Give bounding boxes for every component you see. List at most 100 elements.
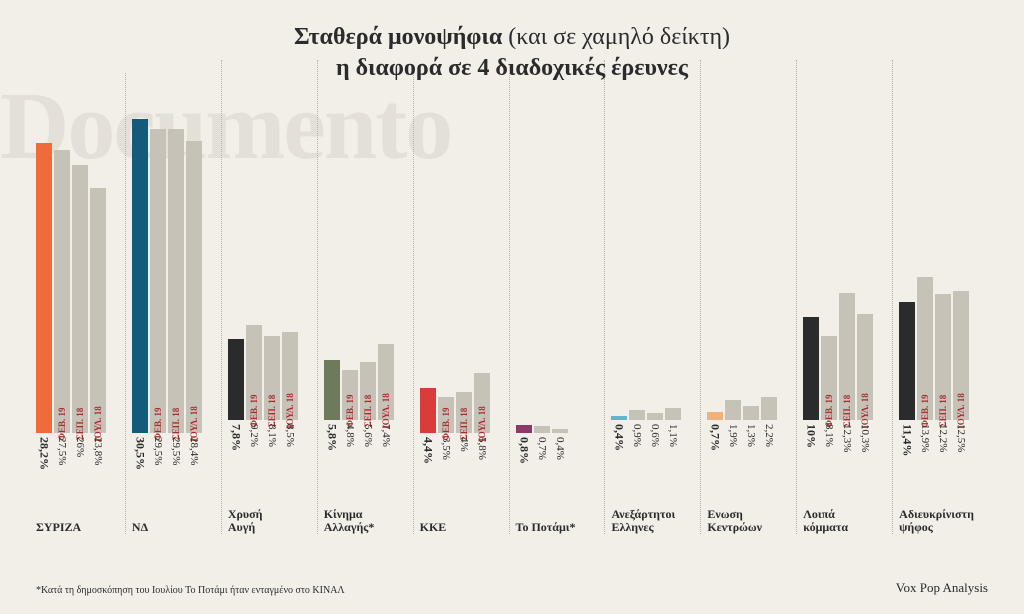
value-label: 12,5%	[953, 424, 969, 464]
bar-secondary: ΣΕΠ. 18	[839, 293, 855, 420]
bar-secondary: ΙΟΥΛ. 18	[378, 344, 394, 420]
party-group: ΦΕΒ. 19ΣΕΠ. 18ΙΟΥΛ. 1830,5%29,5%29,5%28,…	[125, 73, 221, 534]
value-label: 9,2%	[246, 424, 262, 464]
value-label: 1,9%	[725, 424, 741, 464]
value-label: 30,5%	[132, 437, 148, 477]
value-labels-row: 10%8,1%12,3%10,3%	[803, 424, 873, 464]
party-name: ΚΚΕ	[420, 521, 447, 534]
value-label: 8,1%	[264, 424, 280, 464]
bar-secondary: ΣΕΠ. 18	[72, 165, 88, 432]
value-label: 2,2%	[761, 424, 777, 464]
value-label: 1,3%	[743, 424, 759, 464]
bars-container	[611, 60, 681, 420]
value-label: 0,4%	[611, 424, 627, 464]
bars-container: ΦΕΒ. 19ΣΕΠ. 18ΙΟΥΛ. 18	[36, 73, 106, 433]
party-group: 0,7%1,9%1,3%2,2% Ενωση Κεντρώων	[700, 60, 796, 534]
value-label: 0,4%	[552, 437, 568, 477]
value-labels-row: 28,2%27,5%26%23,8%	[36, 437, 106, 477]
bar-primary	[899, 302, 915, 419]
value-label: 0,7%	[534, 437, 550, 477]
value-label: 23,8%	[90, 437, 106, 477]
bar-secondary: ΦΕΒ. 19	[150, 129, 166, 432]
bar-period-label: ΦΕΒ. 19	[824, 394, 834, 427]
footnote: *Κατά τη δημοσκόπηση του Ιουλίου Το Ποτά…	[36, 585, 345, 596]
party-name: ΣΥΡΙΖΑ	[36, 521, 81, 534]
bar-period-label: ΦΕΒ. 19	[441, 407, 451, 440]
party-group: 0,4%0,9%0,6%1,1%Ανεξάρτητοι Ελληνες	[604, 60, 700, 534]
value-label: 12,3%	[839, 424, 855, 464]
party-group: ΦΕΒ. 19ΣΕΠ. 18ΙΟΥΛ. 184,4%3,5%4%5,8%ΚΚΕ	[413, 73, 509, 534]
bar-secondary: ΦΕΒ. 19	[342, 370, 358, 419]
bar-secondary: ΙΟΥΛ. 18	[186, 141, 202, 433]
bar-secondary: ΙΟΥΛ. 18	[474, 373, 490, 433]
value-label: 29,5%	[150, 437, 166, 477]
value-label: 5,8%	[324, 424, 340, 464]
bar-period-label: ΣΕΠ. 18	[75, 408, 85, 440]
bar-secondary: ΣΕΠ. 18	[360, 362, 376, 420]
bar-secondary	[534, 426, 550, 433]
title-line2: η διαφορά σε 4 διαδοχικές έρευνες	[0, 55, 1024, 82]
value-labels-row: 30,5%29,5%29,5%28,4%	[132, 437, 202, 477]
bar-secondary: ΙΟΥΛ. 18	[90, 188, 106, 433]
bar-primary	[228, 339, 244, 419]
bar-period-label: ΣΕΠ. 18	[171, 408, 181, 440]
party-group: ΦΕΒ. 19ΣΕΠ. 18ΙΟΥΛ. 187,8%9,2%8,1%8,5%Χρ…	[221, 60, 317, 534]
party-name: Κίνημα Αλλαγής*	[324, 508, 375, 534]
bar-secondary	[552, 429, 568, 433]
bar-secondary: ΙΟΥΛ. 18	[282, 332, 298, 419]
bars-container: ΦΕΒ. 19ΣΕΠ. 18ΙΟΥΛ. 18	[420, 73, 490, 433]
bar-primary	[611, 416, 627, 420]
value-label: 11,4%	[899, 424, 915, 464]
bar-period-label: ΦΕΒ. 19	[920, 394, 930, 427]
party-group: 0,8%0,7%0,4% Το Ποτάμι*	[509, 73, 605, 534]
bar-primary	[420, 388, 436, 433]
bar-period-label: ΦΕΒ. 19	[57, 407, 67, 440]
bar-primary	[803, 317, 819, 420]
party-name: Το Ποτάμι*	[516, 521, 576, 534]
bar-primary	[516, 425, 532, 433]
party-name: Ενωση Κεντρώων	[707, 508, 762, 534]
bar-secondary: ΣΕΠ. 18	[168, 129, 184, 432]
bars-container: ΦΕΒ. 19ΣΕΠ. 18ΙΟΥΛ. 18	[803, 60, 873, 420]
value-label: 10,3%	[857, 424, 873, 464]
value-label: 28,4%	[186, 437, 202, 477]
bar-secondary: ΣΕΠ. 18	[935, 294, 951, 419]
value-labels-row: 0,7%1,9%1,3%2,2%	[707, 424, 777, 464]
bar-primary	[707, 412, 723, 419]
bar-period-label: ΦΕΒ. 19	[249, 394, 259, 427]
value-label: 3,5%	[438, 437, 454, 477]
bar-secondary: ΦΕΒ. 19	[246, 325, 262, 420]
value-labels-row: 7,8%9,2%8,1%8,5%	[228, 424, 298, 464]
party-group: ΦΕΒ. 19ΣΕΠ. 18ΙΟΥΛ. 1828,2%27,5%26%23,8%…	[36, 73, 125, 534]
bar-secondary: ΣΕΠ. 18	[456, 392, 472, 433]
bar-primary	[324, 360, 340, 420]
value-labels-row: 4,4%3,5%4%5,8%	[420, 437, 490, 477]
bar-secondary: ΦΕΒ. 19	[438, 397, 454, 433]
value-label: 0,9%	[629, 424, 645, 464]
value-label: 10%	[803, 424, 819, 464]
value-label: 8,1%	[821, 424, 837, 464]
party-name: Ανεξάρτητοι Ελληνες	[611, 508, 675, 534]
bar-secondary	[647, 413, 663, 419]
party-name: Χρυσή Αυγή	[228, 508, 263, 534]
bar-secondary	[665, 408, 681, 419]
value-label: 7,4%	[378, 424, 394, 464]
bar-secondary: ΦΕΒ. 19	[821, 336, 837, 419]
bar-period-label: ΣΕΠ. 18	[938, 394, 948, 426]
value-label: 7,8%	[228, 424, 244, 464]
party-name: Αδιευκρίνιστη ψήφος	[899, 508, 974, 534]
value-label: 13,9%	[917, 424, 933, 464]
value-labels-row: 0,8%0,7%0,4%	[516, 437, 568, 477]
value-label: 12,2%	[935, 424, 951, 464]
value-label: 5,6%	[360, 424, 376, 464]
bar-period-label: ΣΕΠ. 18	[363, 394, 373, 426]
value-labels-row: 11,4%13,9%12,2%12,5%	[899, 424, 969, 464]
title-bold: Σταθερά μονοψήφια	[294, 24, 508, 50]
bars-container: ΦΕΒ. 19ΣΕΠ. 18ΙΟΥΛ. 18	[324, 60, 394, 420]
bar-secondary	[629, 410, 645, 419]
bars-container: ΦΕΒ. 19ΣΕΠ. 18ΙΟΥΛ. 18	[899, 60, 969, 420]
bars-container: ΦΕΒ. 19ΣΕΠ. 18ΙΟΥΛ. 18	[132, 73, 202, 433]
bar-secondary	[761, 397, 777, 420]
party-group: ΦΕΒ. 19ΣΕΠ. 18ΙΟΥΛ. 1810%8,1%12,3%10,3%Λ…	[796, 60, 892, 534]
bar-chart: ΦΕΒ. 19ΣΕΠ. 18ΙΟΥΛ. 1828,2%27,5%26%23,8%…	[36, 120, 988, 534]
